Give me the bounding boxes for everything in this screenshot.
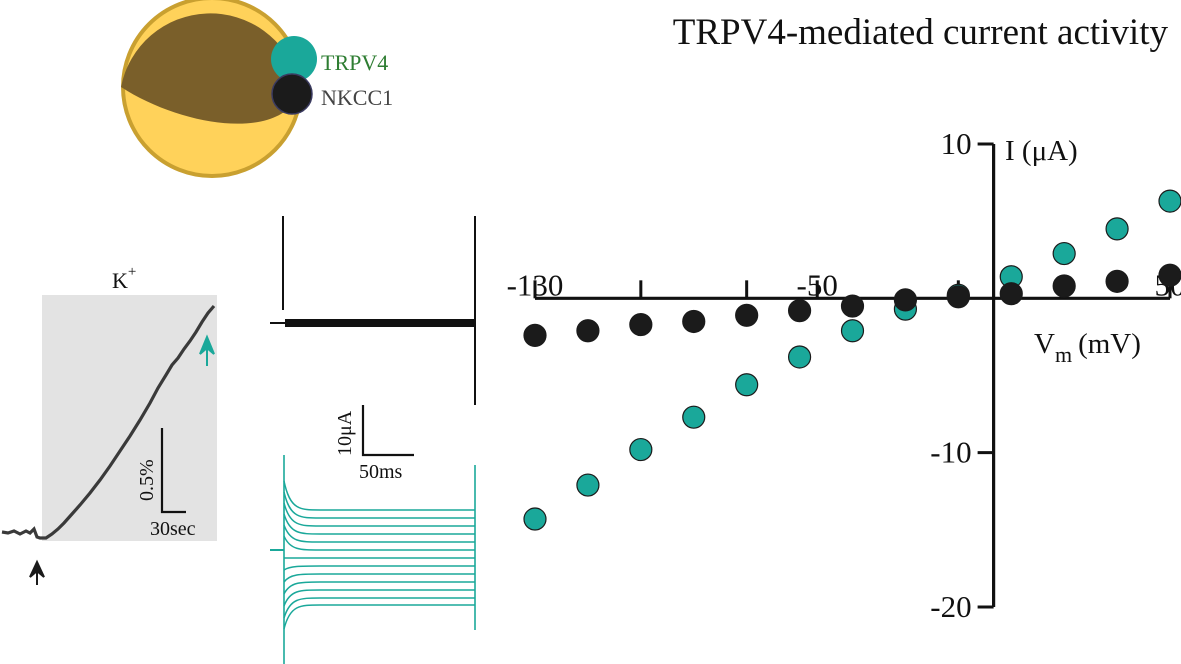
volume-scale-y-label: 0.5%: [136, 459, 158, 501]
nkcc1-data-point: [840, 294, 865, 318]
nkcc1-data-point: [523, 323, 547, 347]
trpv4-current-sweep: [283, 597, 475, 619]
x-axis-label-main: V: [1034, 328, 1055, 360]
trpv4-data-point: [1105, 217, 1129, 241]
current-scale-x-label: 50ms: [359, 461, 403, 483]
y-tick-label: 10: [941, 126, 972, 161]
potassium-application-shading: [42, 295, 217, 541]
trpv4-legend-label: TRPV4: [321, 50, 388, 75]
trpv4-channel-icon: [271, 36, 317, 82]
nkcc1-data-point: [1105, 269, 1129, 293]
trpv4-current-sweep: [283, 565, 475, 571]
trpv4-data-point: [523, 507, 547, 531]
trpv4-current-sweep: [283, 535, 475, 551]
current-scale-bar: [361, 405, 414, 457]
trpv4-current-sweep: [283, 502, 475, 527]
trpv4-current-sweep: [283, 573, 475, 583]
nkcc1-data-point: [1052, 274, 1076, 298]
data-points: [523, 189, 1181, 531]
volume-scale-bar: [160, 428, 186, 514]
nkcc1-data-point: [629, 312, 653, 337]
trpv4-data-point: [735, 373, 759, 397]
trpv4-current-sweep: [283, 604, 475, 630]
cell-volume-trace: [1, 304, 216, 540]
y-tick-label: -10: [930, 435, 971, 470]
trpv4-data-point: [682, 405, 706, 429]
y-axis-label: I (μA): [1005, 135, 1078, 167]
trpv4-data-point: [576, 473, 600, 497]
nkcc1-legend-label: NKCC1: [321, 85, 393, 110]
nkcc1-transporter-icon: [271, 73, 313, 115]
trpv4-current-traces: [270, 455, 476, 664]
volume-scale-x-label: 30sec: [150, 518, 196, 540]
nkcc1-data-point: [682, 309, 706, 334]
trpv4-data-point: [1052, 241, 1076, 266]
cell-cytoplasm: [121, 13, 298, 124]
nkcc1-data-point: [893, 288, 918, 312]
x-axis-label-sub: m: [1055, 342, 1072, 367]
trpv4-current-sweep: [283, 480, 475, 511]
y-tick-label: -20: [930, 589, 971, 624]
trpv4-current-sweep: [283, 491, 475, 519]
volume-trace-panel: K+ 0.5% 30sec: [1, 264, 217, 585]
y-axis: 10 -10 -20: [930, 126, 996, 624]
x-tick-label: -50: [797, 267, 838, 302]
nkcc1-data-point: [999, 282, 1023, 306]
ion-label: K+: [112, 264, 136, 293]
x-axis-label: Vm (mV): [1034, 328, 1141, 367]
start-arrow-icon: [29, 559, 45, 585]
nkcc1-data-point: [1158, 263, 1181, 287]
x-tick-label: -130: [507, 267, 564, 302]
trpv4-current-sweep: [283, 589, 475, 607]
figure-title: TRPV4-mediated current activity: [673, 12, 1169, 53]
trpv4-data-point: [1158, 189, 1181, 213]
nkcc1-data-point: [787, 299, 812, 323]
current-scale: 10μA 50ms: [334, 405, 414, 483]
trpv4-current-sweep: [283, 513, 475, 535]
iv-plot: -130-5050 10-10-20 I (μA) Vm(mV): [507, 126, 1181, 624]
cell-schematic: TRPV4 NKCC1: [121, 0, 393, 178]
x-axis-label-unit: (mV): [1078, 328, 1141, 360]
nkcc1-data-point: [735, 303, 759, 327]
nkcc1-sweep-bundle: [285, 319, 475, 327]
current-scale-y-label: 10μA: [334, 410, 356, 456]
nkcc1-data-point: [576, 319, 600, 343]
nkcc1-current-traces: [270, 216, 476, 405]
trpv4-data-point: [840, 319, 865, 343]
x-axis: -130-5050: [507, 267, 1181, 302]
nkcc1-data-point: [946, 285, 970, 309]
trpv4-current-sweep: [283, 524, 475, 543]
trpv4-current-sweep: [283, 581, 475, 595]
end-arrow-icon: [199, 334, 215, 366]
trpv4-data-point: [787, 345, 812, 369]
trpv4-data-point: [629, 437, 653, 462]
